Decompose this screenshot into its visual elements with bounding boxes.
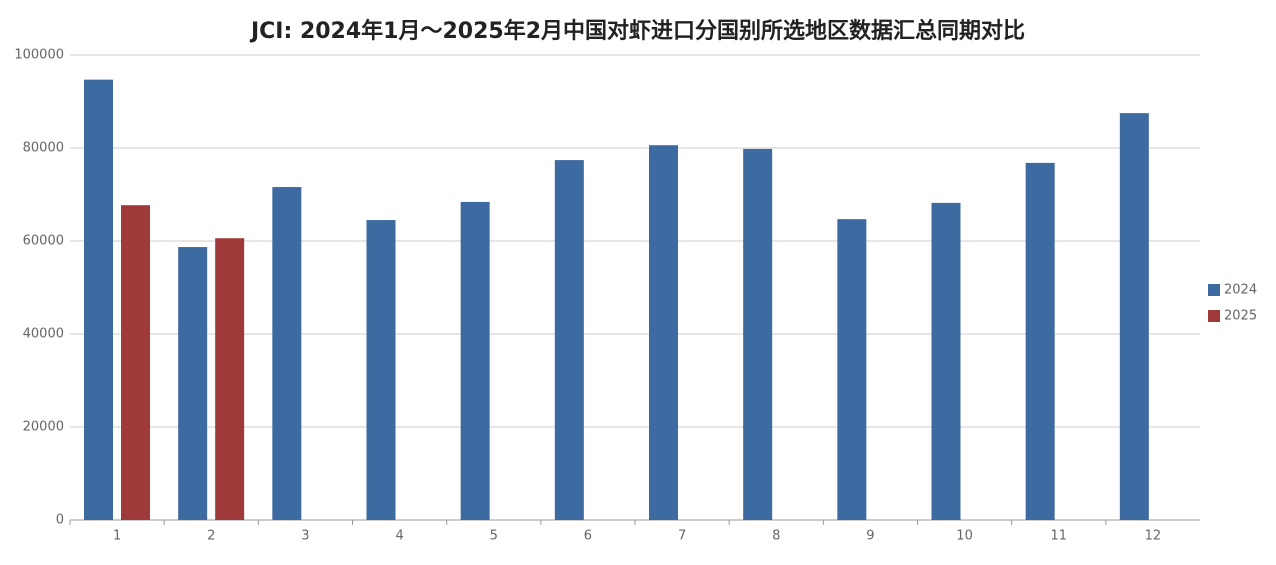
bar	[121, 205, 150, 520]
y-tick-label: 20000	[23, 420, 64, 435]
bar	[215, 238, 245, 520]
y-tick-label: 0	[56, 513, 64, 528]
bar	[460, 201, 490, 520]
bar	[272, 187, 302, 520]
x-tick-label: 6	[584, 529, 592, 544]
y-tick-label: 40000	[23, 327, 64, 342]
y-tick-label: 60000	[23, 234, 64, 249]
x-tick-label: 1	[113, 529, 121, 544]
bar	[931, 202, 961, 520]
bar	[84, 79, 113, 521]
x-tick-label: 2	[207, 529, 215, 544]
chart-title: JCI: 2024年1月～2025年2月中国对虾进口分国别所选地区数据汇总同期对…	[249, 18, 1025, 44]
legend-label: 2025	[1224, 309, 1257, 324]
bar	[1025, 162, 1055, 520]
bar	[1119, 113, 1149, 520]
x-tick-label: 5	[490, 529, 498, 544]
bar	[366, 220, 396, 520]
bar	[554, 160, 584, 520]
x-tick-label: 4	[395, 529, 403, 544]
x-tick-label: 12	[1145, 529, 1162, 544]
bar	[649, 145, 678, 520]
y-tick-label: 100000	[14, 48, 64, 63]
x-tick-label: 9	[866, 529, 874, 544]
bar	[178, 247, 208, 521]
bar	[837, 219, 867, 520]
x-tick-label: 11	[1050, 529, 1067, 544]
legend-swatch	[1208, 284, 1220, 296]
x-tick-label: 7	[678, 529, 686, 544]
x-tick-label: 8	[772, 529, 780, 544]
legend-swatch	[1208, 310, 1220, 322]
x-tick-label: 3	[301, 529, 309, 544]
y-tick-label: 80000	[23, 141, 64, 156]
x-tick-label: 10	[956, 529, 973, 544]
bar	[743, 148, 773, 520]
legend-label: 2024	[1224, 283, 1257, 298]
